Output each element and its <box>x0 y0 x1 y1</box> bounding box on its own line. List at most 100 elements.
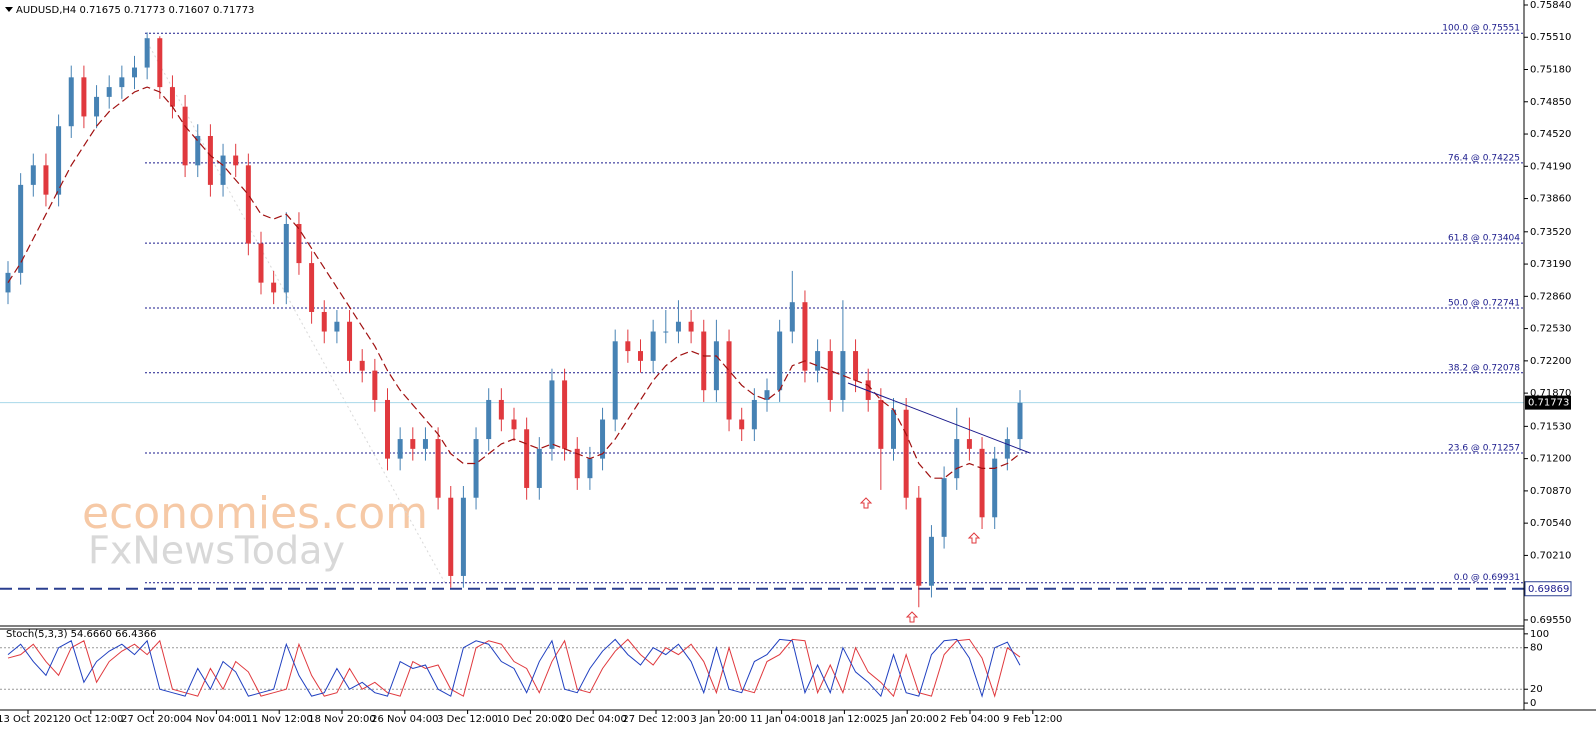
menu-triangle <box>5 7 13 12</box>
y-tick-label: 0.73860 <box>1530 194 1571 205</box>
candle-body <box>979 448 985 518</box>
candle-body <box>144 38 150 68</box>
x-tick-label: 20 Dec 04:00 <box>560 714 627 725</box>
y-tick-label: 100 <box>1530 629 1549 640</box>
candle-body <box>182 106 188 166</box>
candle-body <box>891 409 896 449</box>
candle-body <box>1017 402 1023 440</box>
candle-body <box>347 321 353 361</box>
up-arrow <box>967 532 981 544</box>
candle-body <box>473 439 479 498</box>
x-tick-label: 20 Oct 12:00 <box>58 714 123 725</box>
fib-label: 23.6 @ 0.71257 <box>1448 444 1520 454</box>
x-tick-label: 25 Jan 20:00 <box>876 714 939 725</box>
x-tick-label: 11 Jan 04:00 <box>750 714 813 725</box>
y-tick-label: 0.75840 <box>1530 0 1571 11</box>
candle-body <box>1004 439 1010 459</box>
x-tick-label: 26 Nov 04:00 <box>371 714 438 725</box>
candle-body <box>764 390 770 400</box>
y-tick-label: 0.75180 <box>1530 65 1571 76</box>
candle-body <box>43 165 49 195</box>
candle-body <box>296 223 302 264</box>
y-tick-label: 80 <box>1530 643 1543 654</box>
candle-body <box>397 439 403 459</box>
candle-body <box>56 126 62 195</box>
candle-body <box>220 155 226 185</box>
candle-body <box>777 331 783 391</box>
candle-body <box>600 419 606 459</box>
chart-title: AUDUSD,H4 0.71675 0.71773 0.71607 0.7177… <box>16 5 254 16</box>
current-price-label: 0.71773 <box>1528 398 1569 409</box>
candle-body <box>840 351 846 400</box>
candle-body <box>460 497 466 576</box>
fib-label: 100.0 @ 0.75551 <box>1442 24 1520 34</box>
x-tick-label: 18 Jan 12:00 <box>813 714 876 725</box>
arrows <box>859 497 981 623</box>
candle-body <box>106 87 112 97</box>
candle-body <box>536 448 542 488</box>
y-tick-label: 0.72860 <box>1530 291 1571 302</box>
up-arrow <box>905 611 919 623</box>
candle-body <box>283 223 289 293</box>
x-tick-label: 27 Oct 20:00 <box>121 714 186 725</box>
candle-body <box>207 135 213 185</box>
candle-body <box>878 399 884 449</box>
candle-body <box>498 399 504 420</box>
y-tick-label: 0.74520 <box>1530 129 1571 140</box>
y-tick-label: 0.70540 <box>1530 518 1571 529</box>
stoch-line <box>7 638 1021 698</box>
candle-body <box>68 77 74 127</box>
indicator-title: Stoch(5,3,3) 54.6660 66.4366 <box>6 629 157 640</box>
y-tick-label: 0.73520 <box>1530 227 1571 238</box>
candle-body <box>739 419 745 430</box>
y-tick-label: 0.72200 <box>1530 356 1571 367</box>
candle-body <box>916 497 922 586</box>
x-tick-label: 27 Dec 12:00 <box>622 714 689 725</box>
candle-body <box>271 282 277 293</box>
candle-body <box>233 155 239 166</box>
trend-line <box>847 382 1031 454</box>
watermark: economies.com <box>82 488 428 539</box>
x-tick-label: 2 Feb 04:00 <box>940 714 999 725</box>
candle-body <box>751 399 757 430</box>
candle-body <box>713 341 719 391</box>
candle-body <box>663 331 669 333</box>
candle-body <box>195 135 201 166</box>
y-tick-label: 0.74190 <box>1530 161 1571 172</box>
x-tick-label: 4 Nov 04:00 <box>186 714 247 725</box>
candle-body <box>726 341 732 420</box>
candle-body <box>81 77 87 117</box>
candle-body <box>448 497 454 576</box>
candle-body <box>675 321 681 332</box>
candle-body <box>321 311 327 332</box>
candle-body <box>359 360 365 371</box>
candle-body <box>245 165 251 244</box>
candle-body <box>486 399 492 440</box>
candle-body <box>789 302 795 332</box>
candle-body <box>422 439 428 449</box>
y-tick-label: 0.71530 <box>1530 421 1571 432</box>
plot-area <box>0 32 1524 608</box>
candle-body <box>435 439 441 498</box>
y-tick-label: 0 <box>1530 698 1536 709</box>
candle-body <box>992 458 998 518</box>
candle-body <box>511 419 517 430</box>
candle-body <box>18 184 24 273</box>
y-tick-label: 20 <box>1530 684 1543 695</box>
y-tick-label: 0.73190 <box>1530 259 1571 270</box>
candle-body <box>372 370 378 400</box>
x-tick-label: 3 Dec 12:00 <box>437 714 498 725</box>
candle-body <box>966 439 972 449</box>
y-tick-label: 0.72530 <box>1530 324 1571 335</box>
candle-body <box>587 458 593 479</box>
candle-body <box>853 351 859 381</box>
candle-body <box>309 263 315 312</box>
candle-body <box>258 243 264 283</box>
candle-body <box>334 321 340 332</box>
candle-body <box>865 380 871 400</box>
moving-average <box>7 86 1021 479</box>
candle-body <box>650 331 656 361</box>
y-tick-label: 0.75510 <box>1530 32 1571 43</box>
candle-body <box>815 351 821 371</box>
